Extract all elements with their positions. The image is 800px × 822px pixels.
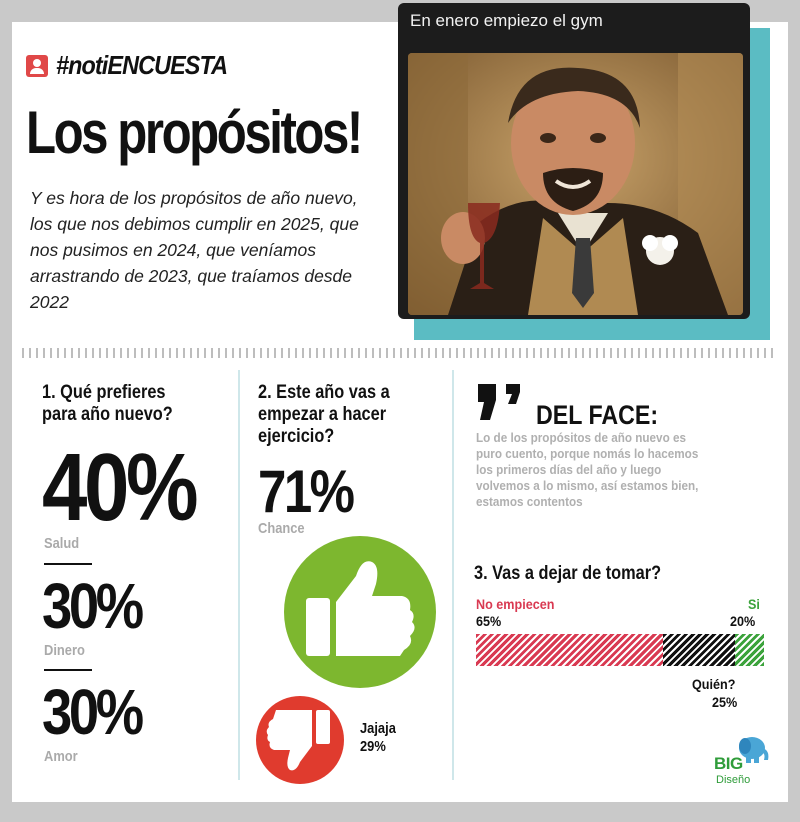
q2-no-label: Jajaja [360,720,396,737]
q3-segment-label: No empiecen [476,596,555,612]
result-divider [44,563,92,565]
logo-text-small: Diseño [716,774,751,786]
q1-title-line2: para año nuevo? [42,404,173,425]
q1-result-value: 40% [42,434,199,541]
toasting-man-illustration [408,53,743,315]
brand-title: #notiENCUESTA [56,50,228,80]
intro-text: Y es hora de los propósitos de año nuevo… [30,188,359,312]
page-title: Los propósitos! [26,99,363,166]
q2-title-line3: ejercicio? [258,426,335,447]
q2-title-line2: empezar a hacer [258,404,387,425]
q2-yes-label: Chance [258,520,305,537]
meme-photo [408,53,743,315]
q1-result-label: Amor [44,748,78,765]
section-divider [22,348,774,358]
column-separator [452,370,454,780]
meme-card: En enero empiezo el gym [398,3,750,319]
thumbs-down-badge [256,696,344,784]
q3-segment-value: 20% [730,613,756,629]
q2-no-value: 29% [360,738,386,755]
q1-title-line1: 1. Qué prefieres [42,382,166,403]
user-icon [26,54,48,77]
q3-segment-label: Si [748,596,760,612]
q1-result-value: 30% [42,570,144,642]
q3-bar-segment-no [476,634,664,666]
face-quote: Lo de los propósitos de año nuevo es pur… [476,430,699,509]
q1-result-value: 30% [42,676,144,748]
q2-yes-value: 71% [258,458,355,525]
q3-stacked-bar [476,634,764,666]
q3-segment-label: Quién? [692,676,736,692]
q3-bar-segment-quien [663,634,736,666]
thumbs-down-icon [266,710,330,771]
big-diseno-logo: BIG Diseño [714,736,769,786]
q3-segment-value: 25% [712,694,738,710]
q3-segment-value: 65% [476,613,502,629]
elephant-icon [739,737,769,763]
column-separator [238,370,240,780]
thumbs-up-icon [306,561,415,656]
q2-title-line1: 2. Este año vas a [258,382,390,403]
face-title: DEL FACE: [536,400,659,430]
q1-result-label: Salud [44,535,80,552]
result-divider [44,669,92,671]
brand-row: #notiENCUESTA [26,50,246,81]
logo-text-big: BIG [714,754,743,773]
quote-mark-icon [478,384,520,420]
thumbs-up-badge [284,536,436,688]
meme-caption: En enero empiezo el gym [410,11,603,30]
q3-bar-segment-si [735,634,764,666]
q1-result-label: Dinero [44,642,85,659]
q3-title: 3. Vas a dejar de tomar? [474,563,662,584]
